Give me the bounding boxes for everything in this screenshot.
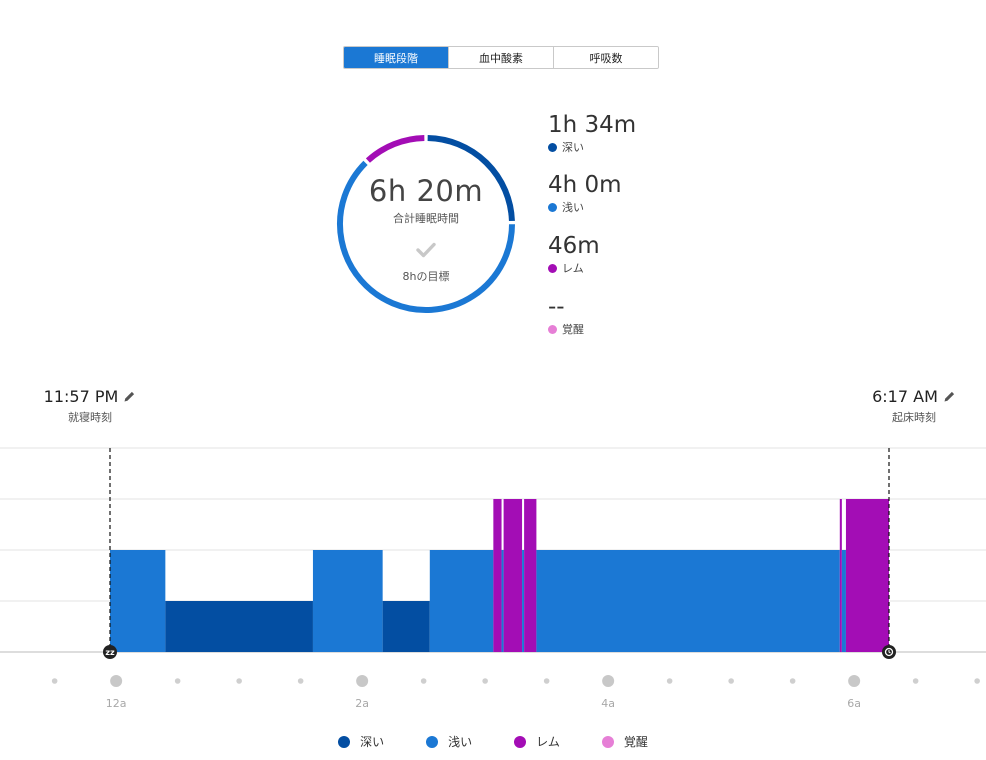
waketime-block: 6:17 AM 起床時刻: [860, 387, 968, 425]
stage-segment: [493, 499, 502, 652]
stage-segment: [839, 499, 842, 652]
stat-light-value: 4h 0m: [548, 172, 622, 198]
axis-dot: [728, 678, 734, 684]
stage-segment: [845, 499, 889, 652]
legend-light-dot: [426, 735, 439, 748]
x-tick-label: 2a: [355, 697, 369, 710]
bedtime-value: 11:57 PM: [43, 387, 119, 406]
stage-segment: [524, 499, 537, 652]
sleep-start-icon: zz: [103, 645, 117, 659]
axis-dot: [51, 678, 58, 684]
stage-segment: [429, 550, 494, 652]
stat-light-label: 浅い: [562, 201, 584, 214]
goal-label: 8hの目標: [402, 270, 450, 283]
legend-item-awake: 覚醒: [601, 733, 648, 750]
stage-segment: [312, 550, 383, 652]
legend-rem-dot: [514, 735, 527, 748]
stage-segment: [501, 550, 504, 652]
deep-dot: [548, 142, 557, 152]
chart-legend: 深い 浅い レム 覚醒: [0, 733, 986, 750]
bedtime-block: 11:57 PM 就寝時刻: [32, 387, 148, 425]
tab-sleep-stages[interactable]: 睡眠段階: [344, 47, 449, 68]
stat-rem-label: レム: [562, 262, 584, 275]
tab-blood-oxygen[interactable]: 血中酸素: [449, 47, 554, 68]
pencil-icon[interactable]: [943, 390, 956, 403]
x-tick-label: 12a: [106, 697, 127, 710]
axis-dot: [236, 678, 242, 684]
axis-dot: [482, 678, 488, 684]
legend-awake-dot: [601, 735, 614, 748]
stat-deep-value: 1h 34m: [548, 112, 637, 138]
stat-awake-label: 覚醒: [562, 323, 584, 336]
legend-deep-label: 深い: [360, 735, 385, 749]
axis-hour-dot: [848, 675, 861, 687]
sleep-stage-chart: zz 12a 2a 4a 6a: [0, 447, 986, 710]
legend-item-deep: 深い: [338, 733, 384, 750]
stage-segment: [522, 550, 525, 652]
x-tick-label: 6a: [847, 697, 861, 710]
legend-deep-dot: [338, 735, 351, 748]
stage-segment: [841, 550, 846, 652]
stage-segment: [165, 601, 313, 652]
stat-rem-value: 46m: [548, 233, 600, 259]
axis-hour-dot: [602, 675, 615, 687]
pencil-icon[interactable]: [123, 390, 136, 403]
axis-dot: [297, 678, 304, 684]
waketime-value: 6:17 AM: [872, 387, 938, 406]
legend-item-rem: レム: [514, 733, 560, 750]
stage-segment: [503, 499, 523, 652]
stat-deep: 1h 34m 深い: [548, 112, 636, 155]
donut-segment: [337, 160, 515, 313]
svg-text:zz: zz: [105, 648, 115, 657]
awake-dot: [548, 324, 557, 334]
stat-light: 4h 0m 浅い: [548, 172, 622, 215]
rem-dot: [548, 263, 557, 273]
stat-awake-value: --: [548, 294, 565, 320]
axis-dot: [789, 678, 796, 684]
stat-rem: 46m レム: [548, 233, 600, 276]
light-dot: [548, 202, 557, 212]
waketime-label: 起床時刻: [892, 411, 936, 424]
donut-segment: [365, 135, 425, 163]
axis-hour-dot: [110, 675, 123, 687]
x-tick-label: 4a: [601, 697, 615, 710]
stage-segment: [110, 550, 166, 652]
legend-awake-label: 覚醒: [623, 735, 648, 749]
metric-tabs: 睡眠段階 血中酸素 呼吸数: [343, 46, 659, 69]
total-sleep-label: 合計睡眠時間: [393, 212, 459, 225]
bedtime-label: 就寝時刻: [68, 411, 112, 424]
axis-dot: [174, 678, 181, 684]
tab-respiration[interactable]: 呼吸数: [554, 47, 658, 68]
legend-light-label: 浅い: [448, 735, 473, 749]
axis-hour-dot: [356, 675, 369, 687]
stat-deep-label: 深い: [562, 141, 584, 154]
stat-awake: -- 覚醒: [548, 294, 584, 337]
axis-dot: [912, 678, 919, 684]
check-icon: [416, 242, 436, 258]
legend-item-light: 浅い: [426, 733, 472, 750]
axis-dot: [420, 678, 427, 684]
donut-segment: [427, 135, 515, 222]
legend-rem-label: レム: [536, 735, 560, 749]
axis-dot: [543, 678, 550, 684]
sleep-donut-chart: [337, 135, 515, 313]
total-sleep-value: 6h 20m: [368, 174, 484, 208]
stage-segment: [536, 550, 840, 652]
alarm-icon: [882, 645, 896, 659]
stage-segment: [382, 601, 430, 652]
axis-dot: [666, 678, 673, 684]
axis-dot: [974, 678, 980, 684]
donut-center: 6h 20m 合計睡眠時間 8hの目標: [330, 128, 522, 320]
